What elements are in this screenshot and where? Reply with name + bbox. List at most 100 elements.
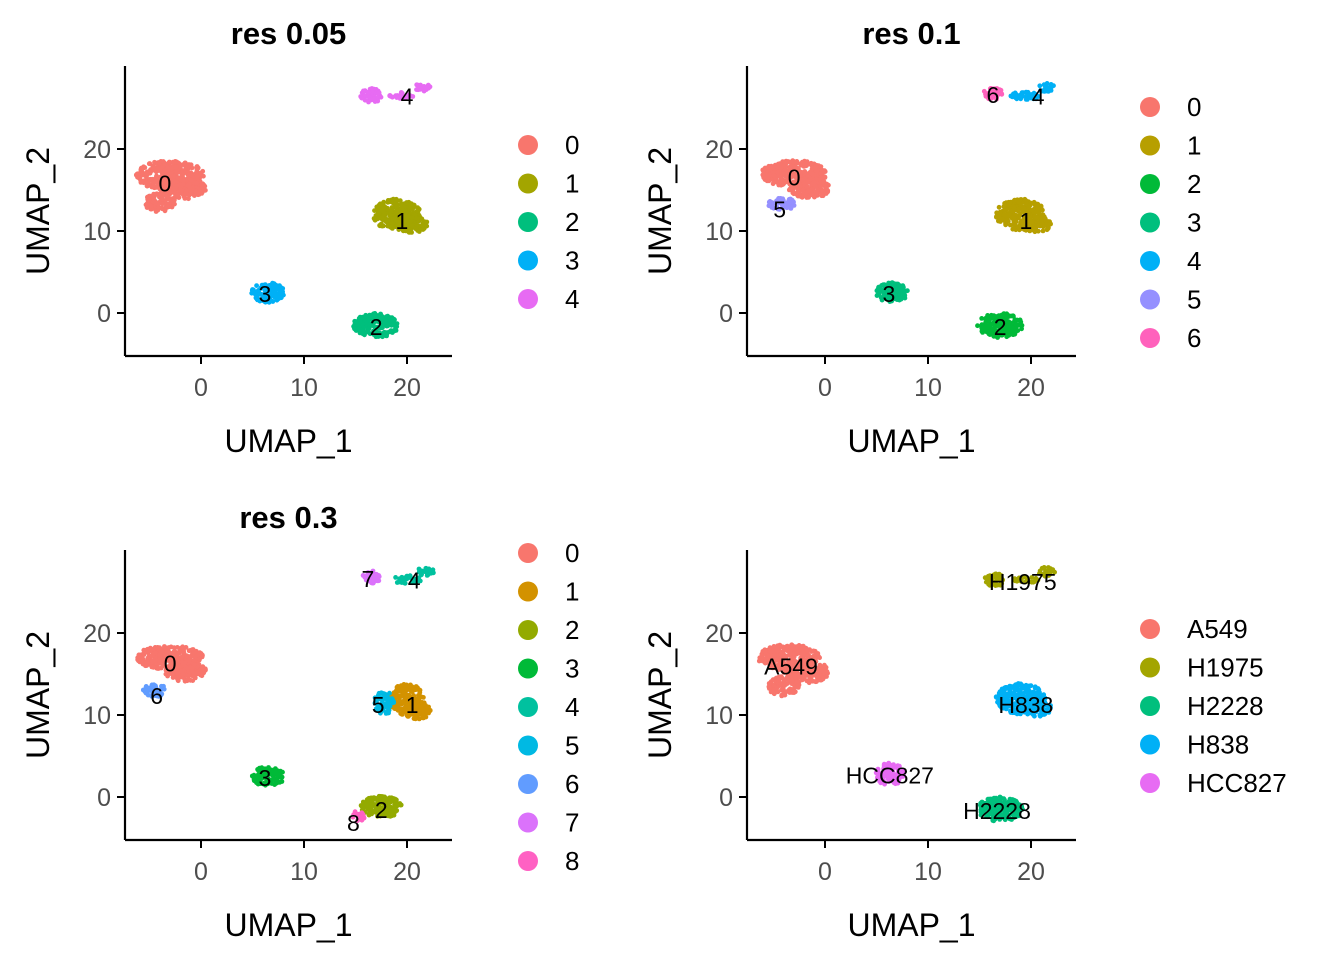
data-point: [400, 213, 406, 219]
data-point: [1026, 683, 1032, 689]
legend-label: 1: [565, 169, 579, 199]
data-point: [802, 169, 808, 175]
data-point: [1031, 199, 1037, 205]
legend-label: 6: [1187, 323, 1201, 353]
data-point: [280, 769, 285, 775]
scatter-points: [135, 565, 436, 823]
data-point: [375, 574, 381, 579]
data-point: [368, 795, 374, 801]
data-point: [136, 653, 142, 659]
data-point: [268, 298, 274, 304]
data-point: [162, 644, 167, 649]
data-point: [379, 215, 385, 220]
data-point: [805, 188, 811, 194]
data-point: [431, 570, 436, 576]
y-axis-title: UMAP_2: [642, 631, 678, 759]
data-point: [159, 201, 165, 207]
data-point: [407, 229, 413, 235]
data-point: [260, 292, 265, 298]
data-point: [143, 202, 149, 208]
data-point: [383, 216, 389, 222]
data-point: [176, 664, 182, 669]
data-point: [808, 176, 813, 182]
data-point: [814, 190, 819, 196]
data-point: [423, 711, 428, 717]
data-point: [166, 645, 172, 650]
y-tick-label: 0: [97, 300, 111, 328]
data-point: [186, 163, 191, 169]
data-point: [1003, 685, 1009, 690]
data-point: [419, 703, 425, 709]
data-point: [389, 205, 395, 210]
cluster-label: 3: [258, 281, 271, 307]
y-tick-label: 0: [719, 784, 733, 812]
legend-key: [518, 289, 538, 309]
data-point: [194, 167, 200, 172]
data-point: [163, 179, 169, 185]
data-point: [157, 160, 163, 166]
data-point: [159, 196, 165, 202]
data-point: [765, 175, 771, 181]
data-point: [173, 164, 179, 170]
data-point: [269, 288, 274, 294]
data-point: [1009, 325, 1015, 330]
cluster-label: 3: [258, 765, 271, 791]
data-point: [393, 204, 399, 210]
data-point: [813, 679, 818, 684]
data-point: [761, 167, 767, 172]
data-point: [876, 291, 882, 297]
data-point: [200, 666, 206, 672]
data-point: [398, 224, 404, 229]
legend-key: [518, 851, 538, 871]
data-point: [781, 646, 787, 652]
data-point: [404, 94, 409, 100]
data-point: [144, 170, 150, 176]
legend-key: [518, 735, 538, 756]
data-point: [821, 169, 827, 175]
data-point: [375, 578, 381, 584]
legend-key: [518, 697, 538, 717]
legend-key: [518, 543, 538, 563]
data-point: [173, 159, 179, 165]
data-point: [149, 653, 155, 659]
y-tick-label: 0: [719, 300, 733, 328]
data-point: [375, 216, 380, 222]
cluster-label: 8: [347, 810, 360, 836]
cluster-label: 5: [773, 197, 786, 223]
data-point: [184, 188, 190, 194]
data-point: [379, 223, 385, 229]
data-point: [249, 773, 255, 779]
y-axis-title: UMAP_2: [20, 147, 56, 275]
cluster-label: 0: [164, 650, 177, 676]
cluster-label: 1: [1019, 208, 1032, 234]
data-point: [167, 176, 173, 182]
data-point: [809, 192, 815, 198]
data-point: [153, 191, 159, 197]
legend-label: 5: [1187, 285, 1201, 315]
data-point: [390, 197, 396, 202]
data-point: [771, 173, 777, 178]
cluster-label: 0: [788, 165, 801, 191]
data-point: [423, 85, 429, 91]
data-point: [156, 666, 161, 671]
data-point: [1020, 90, 1026, 96]
data-point: [414, 208, 420, 214]
data-point: [251, 287, 256, 293]
data-point: [174, 192, 180, 198]
data-point: [182, 170, 188, 175]
data-point: [172, 186, 178, 191]
legend-key: [1140, 135, 1160, 156]
data-point: [384, 330, 390, 335]
x-tick-label: 20: [393, 374, 421, 402]
data-point: [366, 811, 372, 817]
data-point: [185, 676, 191, 682]
data-point: [179, 668, 184, 674]
legend-key: [518, 173, 538, 194]
data-point: [1012, 317, 1018, 323]
legend-label: 6: [565, 769, 579, 799]
data-point: [157, 646, 163, 652]
data-point: [141, 652, 147, 657]
legend-label: 2: [565, 615, 579, 645]
